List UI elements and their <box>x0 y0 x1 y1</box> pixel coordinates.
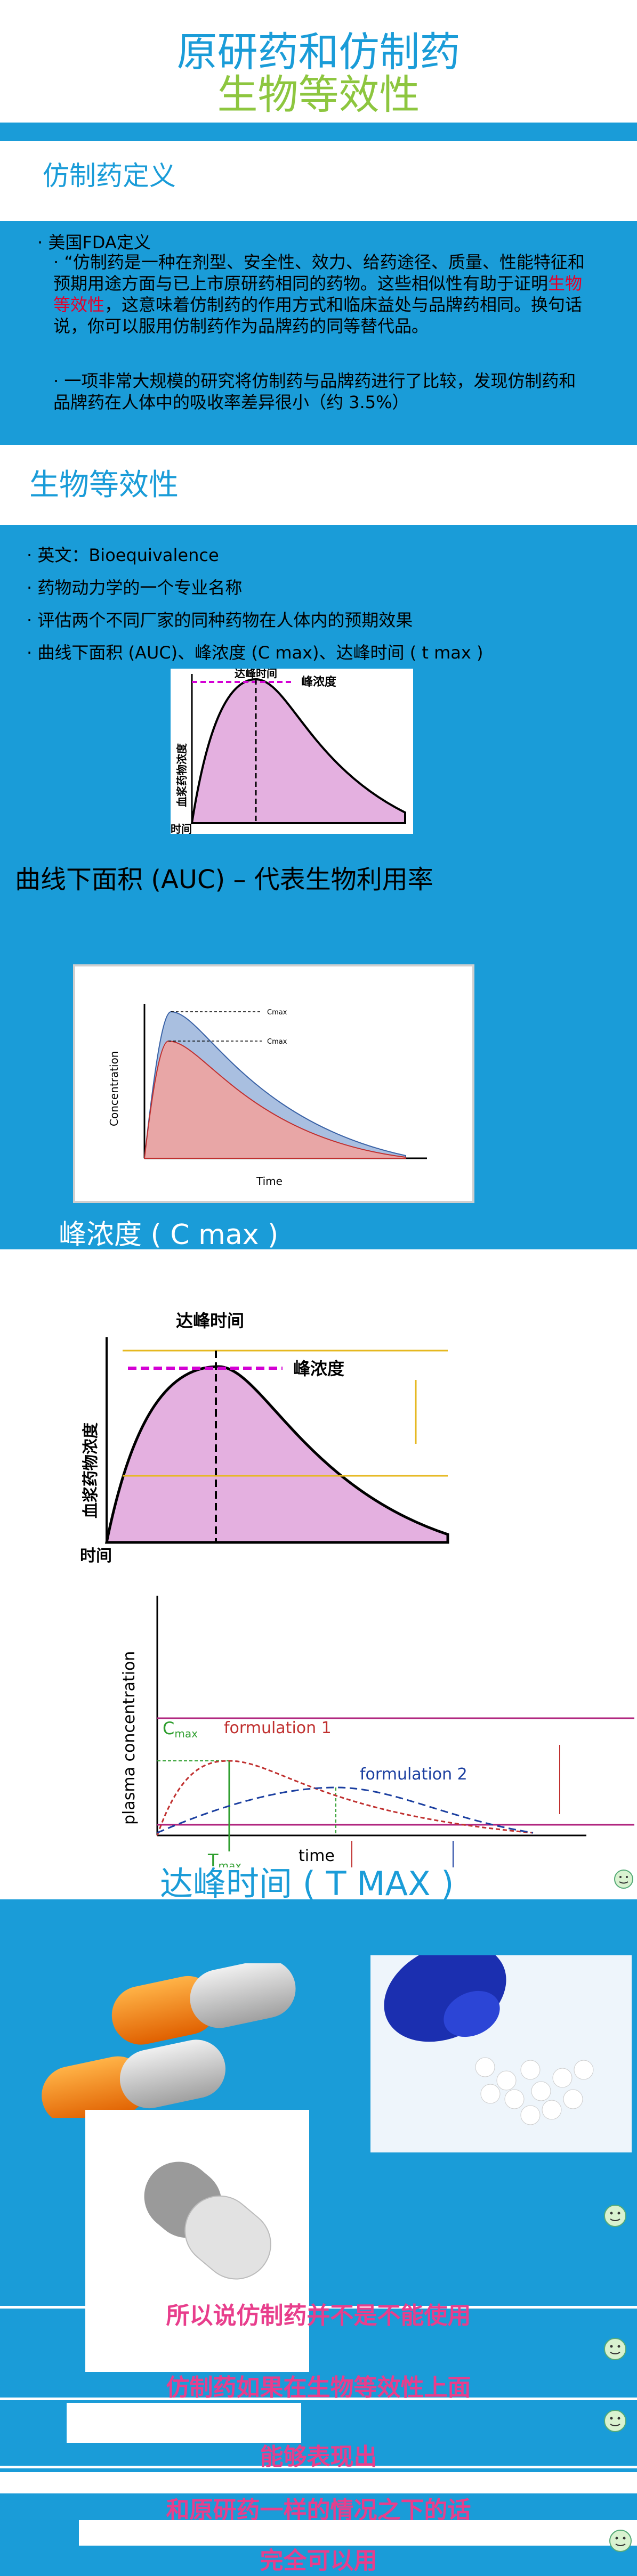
list-item-text: 英文：Bioequivalence <box>37 545 219 565</box>
list-item: · 曲线下面积 (AUC)、峰浓度 (C max)、达峰时间 ( t max ) <box>27 643 483 663</box>
white-strip <box>67 2403 301 2443</box>
emoji-icon <box>604 2205 626 2227</box>
quote-part-1: “仿制药是一种在剂型、安全性、效力、给药途径、质量、性能特征和预期用途方面与已上… <box>53 252 585 294</box>
definition-slide: 仿制药定义 · 美国FDA定义 · “仿制药是一种在剂型、安全性、效力、给药途径… <box>0 128 637 445</box>
peak-time-label: 达峰时间 <box>176 1311 244 1331</box>
list-item-text: 曲线下面积 (AUC)、峰浓度 (C max)、达峰时间 ( t max ) <box>37 643 483 663</box>
white-strip <box>0 2398 637 2400</box>
concentration-curve-chart: 达峰时间 峰浓度 血浆药物浓度 时间 <box>171 669 413 834</box>
subtitle-line: 仿制药如果在生物等效性上面 <box>166 2374 471 2401</box>
white-strip <box>0 2472 637 2493</box>
top-bar <box>0 1207 637 1249</box>
white-pills-image <box>370 1955 632 2152</box>
cmax-heading: 峰浓度 ( C max ) <box>59 1219 279 1251</box>
tmax-chart: Cmax formulation 1 formulation 2 plasma … <box>120 1596 634 1867</box>
formulation-2-curve <box>157 1786 534 1834</box>
curve-area <box>104 1365 449 1544</box>
cmax-sub: max <box>174 1727 198 1740</box>
auc-chart-frame: Cmax Cmax Concentration Time <box>73 964 474 1203</box>
peak-conc-label: 峰浓度 <box>293 1359 344 1379</box>
curve-area <box>190 678 406 824</box>
y-axis-label: Concentration <box>108 1051 120 1126</box>
white-strip <box>85 2328 309 2372</box>
tmax-sub: max <box>219 1859 242 1867</box>
emoji-icon <box>614 1870 633 1889</box>
y-axis-label: 血浆药物浓度 <box>82 1423 100 1518</box>
emoji-icon <box>604 2410 626 2432</box>
y-axis-label: plasma concentration <box>120 1651 139 1825</box>
tmax-label: Tmax <box>207 1850 241 1867</box>
formulation-2-label: formulation 2 <box>360 1765 467 1784</box>
title-line-1: 原研药和仿制药 <box>176 28 461 76</box>
auc-chart: Cmax Cmax Concentration Time <box>108 1004 427 1188</box>
title-line-2: 生物等效性 <box>217 71 420 118</box>
peak-time-label: 达峰时间 <box>235 669 277 680</box>
tmax-slide: Cmax formulation 1 formulation 2 plasma … <box>0 1580 637 1899</box>
photo-slide: 所以说仿制药并不是不能使用 仿制药如果在生物等效性上面 能够表现出 和原研药一样… <box>0 1899 637 2576</box>
white-strip <box>0 2466 637 2468</box>
subtitle-line: 所以说仿制药并不是不能使用 <box>166 2302 471 2329</box>
bullet-text: 一项非常大规模的研究将仿制药与品牌药进行了比较，发现仿制药和品牌药在人体中的吸收… <box>53 371 576 412</box>
definition-bullet-3: · 一项非常大规模的研究将仿制药与品牌药进行了比较，发现仿制药和品牌药在人体中的… <box>53 371 576 412</box>
bioequivalence-slide: 生物等效性 · 英文：Bioequivalence · 药物动力学的一个专业名称… <box>0 445 637 855</box>
peak-conc-label: 峰浓度 <box>301 675 337 689</box>
cmax-letter: C <box>163 1718 174 1738</box>
cmax-label-b: Cmax <box>267 1038 287 1046</box>
cmax-chart: 达峰时间 峰浓度 血浆药物浓度 时间 <box>80 1311 449 1564</box>
x-axis-label: 时间 <box>80 1547 112 1564</box>
title-slide: 原研药和仿制药 生物等效性 <box>0 0 637 128</box>
white-strip <box>79 2520 637 2546</box>
x-axis-label: 时间 <box>171 823 192 834</box>
white-strip <box>0 2306 637 2309</box>
quote-highlight: 生物等效性 <box>53 273 583 315</box>
cmax-label: Cmax <box>163 1718 198 1740</box>
subtitle-line: 能够表现出 <box>260 2443 377 2471</box>
list-item-text: 药物动力学的一个专业名称 <box>37 578 243 598</box>
formulation-1-curve <box>156 1760 534 1836</box>
y-axis-label: 血浆药物浓度 <box>175 743 188 807</box>
tmax-caption: 达峰时间 ( T MAX ) <box>160 1864 454 1899</box>
x-axis-label: Time <box>256 1175 283 1188</box>
definition-bullet-1: · 美国FDA定义 <box>37 232 151 253</box>
list-item: · 评估两个不同厂家的同种药物在人体内的预期效果 <box>27 610 413 630</box>
bioequivalence-heading: 生物等效性 <box>29 468 179 502</box>
bullet-text: 美国FDA定义 <box>48 232 151 253</box>
formulation-1-label: formulation 1 <box>224 1719 332 1737</box>
orange-capsules-image <box>42 1963 296 2118</box>
list-item-text: 评估两个不同厂家的同种药物在人体内的预期效果 <box>37 610 413 630</box>
auc-heading: 曲线下面积 (AUC) – 代表生物利用率 <box>15 865 433 895</box>
tmax-letter: T <box>207 1850 219 1867</box>
auc-slide: 曲线下面积 (AUC) – 代表生物利用率 Cmax Cmax Concentr… <box>0 855 637 1207</box>
definition-quote: · “仿制药是一种在剂型、安全性、效力、给药途径、质量、性能特征和预期用途方面与… <box>53 252 585 336</box>
curve-b <box>143 1040 406 1159</box>
heading-band <box>0 445 637 525</box>
heading-band <box>0 141 637 221</box>
title-divider <box>0 123 637 128</box>
subtitle-line: 和原研药一样的情况之下的话 <box>166 2497 471 2524</box>
emoji-icon <box>609 2530 632 2552</box>
list-item: · 英文：Bioequivalence <box>27 545 219 565</box>
quote-part-2: ，这意味着仿制药的作用方式和临床益处与品牌药相同。换句话说，你可以服用仿制药作为… <box>53 295 583 336</box>
grey-capsule-image <box>85 2110 309 2331</box>
definition-heading: 仿制药定义 <box>43 160 176 191</box>
list-item: · 药物动力学的一个专业名称 <box>27 578 243 598</box>
emoji-icon <box>604 2338 626 2360</box>
cmax-slide: 峰浓度 ( C max ) 达峰时间 峰浓度 血浆药物浓度 时间 <box>0 1207 637 1580</box>
cmax-label-a: Cmax <box>267 1009 287 1017</box>
x-axis-label: time <box>299 1847 335 1865</box>
subtitle-line: 完全可以用 <box>260 2547 377 2574</box>
